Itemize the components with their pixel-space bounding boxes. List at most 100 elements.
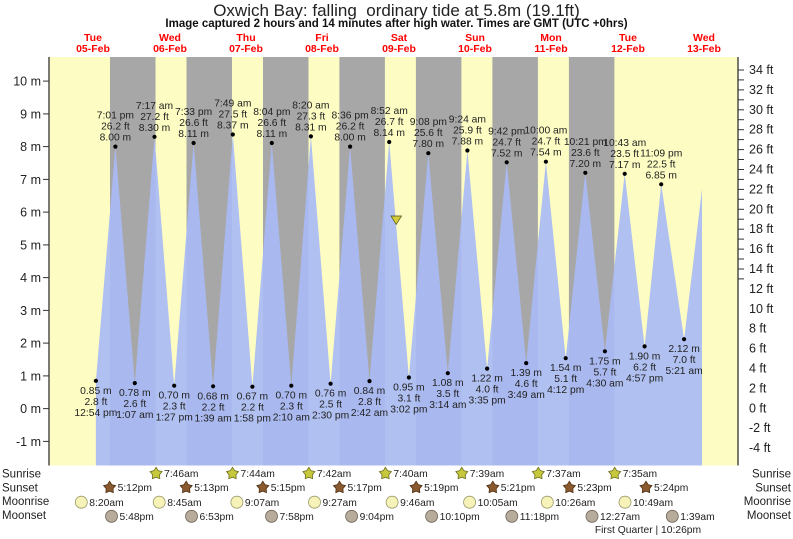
svg-text:5:17pm: 5:17pm xyxy=(348,483,382,494)
svg-text:24.7 ft: 24.7 ft xyxy=(532,137,561,148)
svg-text:0.76 m: 0.76 m xyxy=(315,389,346,400)
svg-text:23.5 ft: 23.5 ft xyxy=(610,149,639,160)
svg-text:25.9 ft: 25.9 ft xyxy=(453,126,482,137)
svg-text:23.6 ft: 23.6 ft xyxy=(571,148,600,159)
svg-text:2:10 am: 2:10 am xyxy=(273,413,310,424)
svg-text:2.2 ft: 2.2 ft xyxy=(202,402,225,413)
svg-text:6 ft: 6 ft xyxy=(749,342,767,356)
svg-text:5:23pm: 5:23pm xyxy=(577,483,611,494)
svg-text:3:35 pm: 3:35 pm xyxy=(468,396,505,407)
svg-text:7 m: 7 m xyxy=(20,173,41,187)
svg-text:20 ft: 20 ft xyxy=(749,202,774,216)
svg-text:Sunset: Sunset xyxy=(2,482,39,494)
svg-text:8.11 m: 8.11 m xyxy=(256,129,287,140)
svg-text:1:58 pm: 1:58 pm xyxy=(234,414,271,425)
svg-text:9:08 pm: 9:08 pm xyxy=(410,117,447,128)
svg-text:12 ft: 12 ft xyxy=(749,282,774,296)
svg-text:34 ft: 34 ft xyxy=(749,63,774,77)
svg-text:7:58pm: 7:58pm xyxy=(280,512,314,523)
svg-text:22.5 ft: 22.5 ft xyxy=(647,159,676,170)
svg-text:27.3 ft: 27.3 ft xyxy=(297,111,326,122)
svg-text:1.54 m: 1.54 m xyxy=(550,363,581,374)
svg-text:8:20 am: 8:20 am xyxy=(292,100,329,111)
svg-text:8 ft: 8 ft xyxy=(749,322,767,336)
svg-text:8.11 m: 8.11 m xyxy=(178,129,209,140)
svg-text:09-Feb: 09-Feb xyxy=(382,43,416,55)
svg-text:4:12 pm: 4:12 pm xyxy=(547,385,584,396)
svg-text:26.2 ft: 26.2 ft xyxy=(101,122,130,133)
svg-text:Moonset: Moonset xyxy=(2,510,47,522)
svg-text:7:42am: 7:42am xyxy=(317,469,351,480)
svg-text:First Quarter | 10:26pm: First Quarter | 10:26pm xyxy=(595,525,701,536)
svg-text:5:15pm: 5:15pm xyxy=(271,483,305,494)
svg-text:10:00 am: 10:00 am xyxy=(524,126,567,137)
svg-text:7:39am: 7:39am xyxy=(470,469,504,480)
svg-text:7.17 m: 7.17 m xyxy=(609,160,640,171)
svg-text:2.12 m: 2.12 m xyxy=(668,344,699,355)
svg-text:8:04 pm: 8:04 pm xyxy=(253,107,290,118)
svg-text:0.85 m: 0.85 m xyxy=(80,386,111,397)
svg-text:Moonset: Moonset xyxy=(747,510,792,522)
svg-text:24 ft: 24 ft xyxy=(749,163,774,177)
svg-text:7:37am: 7:37am xyxy=(546,469,580,480)
svg-text:6 m: 6 m xyxy=(20,206,41,220)
svg-text:0.78 m: 0.78 m xyxy=(119,388,150,399)
svg-text:1:27 pm: 1:27 pm xyxy=(156,413,193,424)
svg-text:7.52 m: 7.52 m xyxy=(491,148,522,159)
svg-text:8:20am: 8:20am xyxy=(89,498,123,509)
svg-text:8:45am: 8:45am xyxy=(167,498,201,509)
svg-text:7:49 am: 7:49 am xyxy=(214,99,251,110)
svg-text:07-Feb: 07-Feb xyxy=(229,43,263,55)
svg-text:10:21 pm: 10:21 pm xyxy=(564,137,607,148)
svg-text:5:19pm: 5:19pm xyxy=(424,483,458,494)
svg-text:7:01 pm: 7:01 pm xyxy=(97,111,134,122)
svg-text:2 ft: 2 ft xyxy=(749,381,767,395)
svg-text:0.68 m: 0.68 m xyxy=(197,391,228,402)
svg-text:-4 ft: -4 ft xyxy=(749,441,771,455)
svg-text:8 m: 8 m xyxy=(20,140,41,154)
svg-text:05-Feb: 05-Feb xyxy=(76,43,110,55)
svg-text:12-Feb: 12-Feb xyxy=(611,43,645,55)
svg-text:26.6 ft: 26.6 ft xyxy=(179,118,208,129)
svg-text:9:07am: 9:07am xyxy=(245,498,279,509)
svg-text:0 ft: 0 ft xyxy=(749,401,767,415)
svg-text:3:14 am: 3:14 am xyxy=(429,400,466,411)
svg-text:2.8 ft: 2.8 ft xyxy=(358,397,381,408)
svg-text:28 ft: 28 ft xyxy=(749,123,774,137)
svg-text:3.5 ft: 3.5 ft xyxy=(436,389,459,400)
svg-text:32 ft: 32 ft xyxy=(749,83,774,97)
svg-text:9 m: 9 m xyxy=(20,107,41,121)
svg-text:16 ft: 16 ft xyxy=(749,242,774,256)
svg-text:26.6 ft: 26.6 ft xyxy=(257,118,286,129)
svg-text:1.22 m: 1.22 m xyxy=(471,374,502,385)
svg-text:1:39am: 1:39am xyxy=(680,512,714,523)
svg-text:2 m: 2 m xyxy=(20,337,41,351)
svg-text:11-Feb: 11-Feb xyxy=(534,43,567,55)
svg-text:5:48pm: 5:48pm xyxy=(120,512,154,523)
svg-text:-2 ft: -2 ft xyxy=(749,421,771,435)
svg-text:22 ft: 22 ft xyxy=(749,182,774,196)
svg-text:8.14 m: 8.14 m xyxy=(373,128,404,139)
svg-text:2:42 am: 2:42 am xyxy=(351,408,388,419)
svg-text:3:49 am: 3:49 am xyxy=(508,390,545,401)
svg-text:7.80 m: 7.80 m xyxy=(413,139,444,150)
svg-text:9:24 am: 9:24 am xyxy=(449,115,486,126)
svg-text:10:26am: 10:26am xyxy=(555,498,595,509)
svg-text:Sunset: Sunset xyxy=(755,482,792,494)
svg-text:26 ft: 26 ft xyxy=(749,143,774,157)
svg-text:7:33 pm: 7:33 pm xyxy=(175,107,212,118)
svg-text:1:07 am: 1:07 am xyxy=(116,410,153,421)
svg-text:7.0 ft: 7.0 ft xyxy=(673,355,696,366)
svg-text:Moonrise: Moonrise xyxy=(2,496,49,508)
svg-text:2.3 ft: 2.3 ft xyxy=(163,402,186,413)
svg-text:10:10pm: 10:10pm xyxy=(440,512,480,523)
svg-text:6:53pm: 6:53pm xyxy=(200,512,234,523)
svg-text:Sunrise: Sunrise xyxy=(2,469,41,481)
svg-text:10:05am: 10:05am xyxy=(478,498,518,509)
svg-text:5:21pm: 5:21pm xyxy=(501,483,535,494)
svg-text:8.31 m: 8.31 m xyxy=(295,122,326,133)
svg-text:14 ft: 14 ft xyxy=(749,262,774,276)
svg-text:4 ft: 4 ft xyxy=(749,362,767,376)
svg-text:2.5 ft: 2.5 ft xyxy=(319,400,342,411)
svg-text:2:30 pm: 2:30 pm xyxy=(312,411,349,422)
